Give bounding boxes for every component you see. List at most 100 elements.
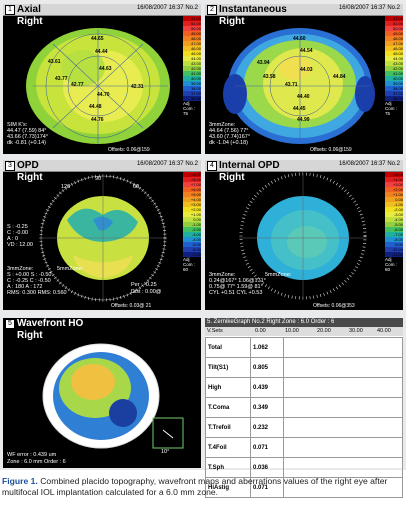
map-value: 42.77 [71,82,84,88]
panel-title: Instantaneous [219,4,287,15]
panel-date: 16/08/2007 16:37 No.2 [338,161,400,167]
panel-number: 4 [207,161,217,171]
zone-value: 44.64 (7.56) 77° [209,128,249,134]
scale-tick: -9.00 [385,242,403,247]
map-value: 44.03 [300,67,313,73]
zernike-row: Tilt(S1) 0.805 [205,357,403,378]
zernike-row: T.Coma 0.349 [205,397,403,418]
zone-label: 3mmZone: [7,266,34,272]
wf-error-text: WF error : 0.439 um [7,452,57,458]
scale-footer: Com : 60 [183,262,196,272]
offsets-text: Offsets: 0.06@159 [108,147,150,153]
scale-tick: -3.00 [183,232,201,237]
col-label: 10.00 [285,328,299,334]
scale-tick: 41.00 [183,71,201,76]
offsets-text: Offsets: 0.03@ 21 [111,303,152,309]
scale-tick: +5.00 [385,172,403,177]
opd-value: A : 0 [7,236,19,242]
panel-header: 5 [3,318,201,329]
zernike-row-value: 0.071 [250,477,284,498]
map-value: 44.84 [333,74,346,80]
scale-tick: 45.00 [385,51,403,56]
map-value: 44.54 [300,48,313,54]
scale-footer: Adj [183,257,190,262]
zone-value: S : +0.00 S : -0.50 [7,272,52,278]
map-value: 44.70 [97,92,110,98]
internal-opd-graphic [239,172,367,300]
zernike-row-name: Tilt(S1) [205,357,251,378]
scale-tick: 39.00 [385,81,403,86]
zone-value: 0.24@167° 1.06@171° [209,278,266,284]
panel-date: 16/08/2007 16:37 No.2 [136,5,198,11]
zernike-row: T.4Foil 0.071 [205,437,403,458]
scale-footer: Adj [385,101,392,106]
scale-tick: -4.00 [385,217,403,222]
opd-value: S : -0.25 [7,224,28,230]
scale-tick: -7.00 [183,252,201,257]
sim-k-value: 43.66 (7.73)174° [7,134,49,140]
scale-tick: 46.00 [385,46,403,51]
col-label: V.Sets [207,328,223,334]
scale-tick: -2.00 [183,227,201,232]
scale-tick: -1.00 [385,202,403,207]
wavefront-ho-graphic [42,343,184,449]
zernike-row-value: 0.232 [250,417,284,438]
zernike-bar-cell [283,417,403,438]
axial-map-panel: 1 16/08/2007 16:37 No.2 Axial Right 44.6… [3,4,201,154]
map-value: 43.71 [285,82,298,88]
color-scale: +9.00 +8.00 +7.00 +6.00 +5.00 +4.00 +3.00 +2.00… [183,172,201,272]
axial-map-graphic [26,28,170,144]
internal-opd-map-panel: 4 16/08/2007 16:37 No.2 Internal OPD Rig… [205,160,403,310]
scale-tick: +9.00 [183,172,201,177]
col-label: 20.00 [317,328,331,334]
scale-tick: 38.00 [183,86,201,91]
zernike-row-name: Total [205,337,251,358]
col-label: 40.00 [377,328,391,334]
scale-tick: -5.00 [183,242,201,247]
angle-label: 120 [61,184,71,190]
scale-tick: 42.00 [385,66,403,71]
map-value: 43.94 [257,60,270,66]
panel-header: 1 16/08/2007 16:37 No.2 [3,4,201,16]
inset-angle: 10° [161,449,170,455]
scale-tick: 50.00 [183,26,201,31]
zone-label: 3mmZone: [209,122,236,128]
panel-number: 3 [5,161,15,171]
scale-tick: 52.00 [385,16,403,21]
zernike-bar-cell [283,337,403,358]
scale-tick: 50.00 [385,26,403,31]
zernike-row: High 0.439 [205,377,403,398]
zernike-row: T.Sph 0.036 [205,457,403,478]
scale-tick: 41.00 [385,71,403,76]
scale-tick: +8.00 [183,177,201,182]
zernike-bar-cell [283,437,403,458]
panel-header: 4 16/08/2007 16:37 No.2 [205,160,403,172]
per-value: Per : -0.25 [131,282,157,288]
opd-value: C : -0.00 [7,230,29,236]
panel-number: 2 [207,5,217,15]
scale-tick: 47.00 [183,41,201,46]
panel-eye: Right [219,16,245,27]
zernike-row: T.Trefoil 0.232 [205,417,403,438]
zone-order-text: Zone : 6.0 mm Order : 6 [7,459,66,465]
scale-tick: 40.00 [183,76,201,81]
zernike-bar-cell [283,457,403,478]
scale-footer: Com : 60 [385,262,398,272]
scale-tick: -7.00 [385,232,403,237]
offsets-text: Offsets: 0.06@159 [310,147,352,153]
scale-tick: -5.00 [385,222,403,227]
scale-tick: +1.00 [385,192,403,197]
scale-tick: 52.00 [183,16,201,21]
panel-header: 3 16/08/2007 16:37 No.2 [3,160,201,172]
panel-title: Wavefront HO [17,318,84,329]
scale-footer: Adj [183,101,190,106]
scale-tick: -2.00 [385,207,403,212]
zone-value: 43.60 (7.74)167° [209,134,251,140]
col-label: 0.00 [255,328,266,334]
map-value: 44.60 [293,36,306,42]
scale-tick: +2.00 [183,207,201,212]
zernike-table: Total 1.062 Tilt(S1) 0.805 High 0.439 T.Coma 0.… [205,337,403,498]
zone-value: 0.75@ 77° 1.59@ 81° [209,284,263,290]
scale-tick: 38.00 [385,86,403,91]
offsets-text: Offsets: 0.06@353 [313,303,355,309]
